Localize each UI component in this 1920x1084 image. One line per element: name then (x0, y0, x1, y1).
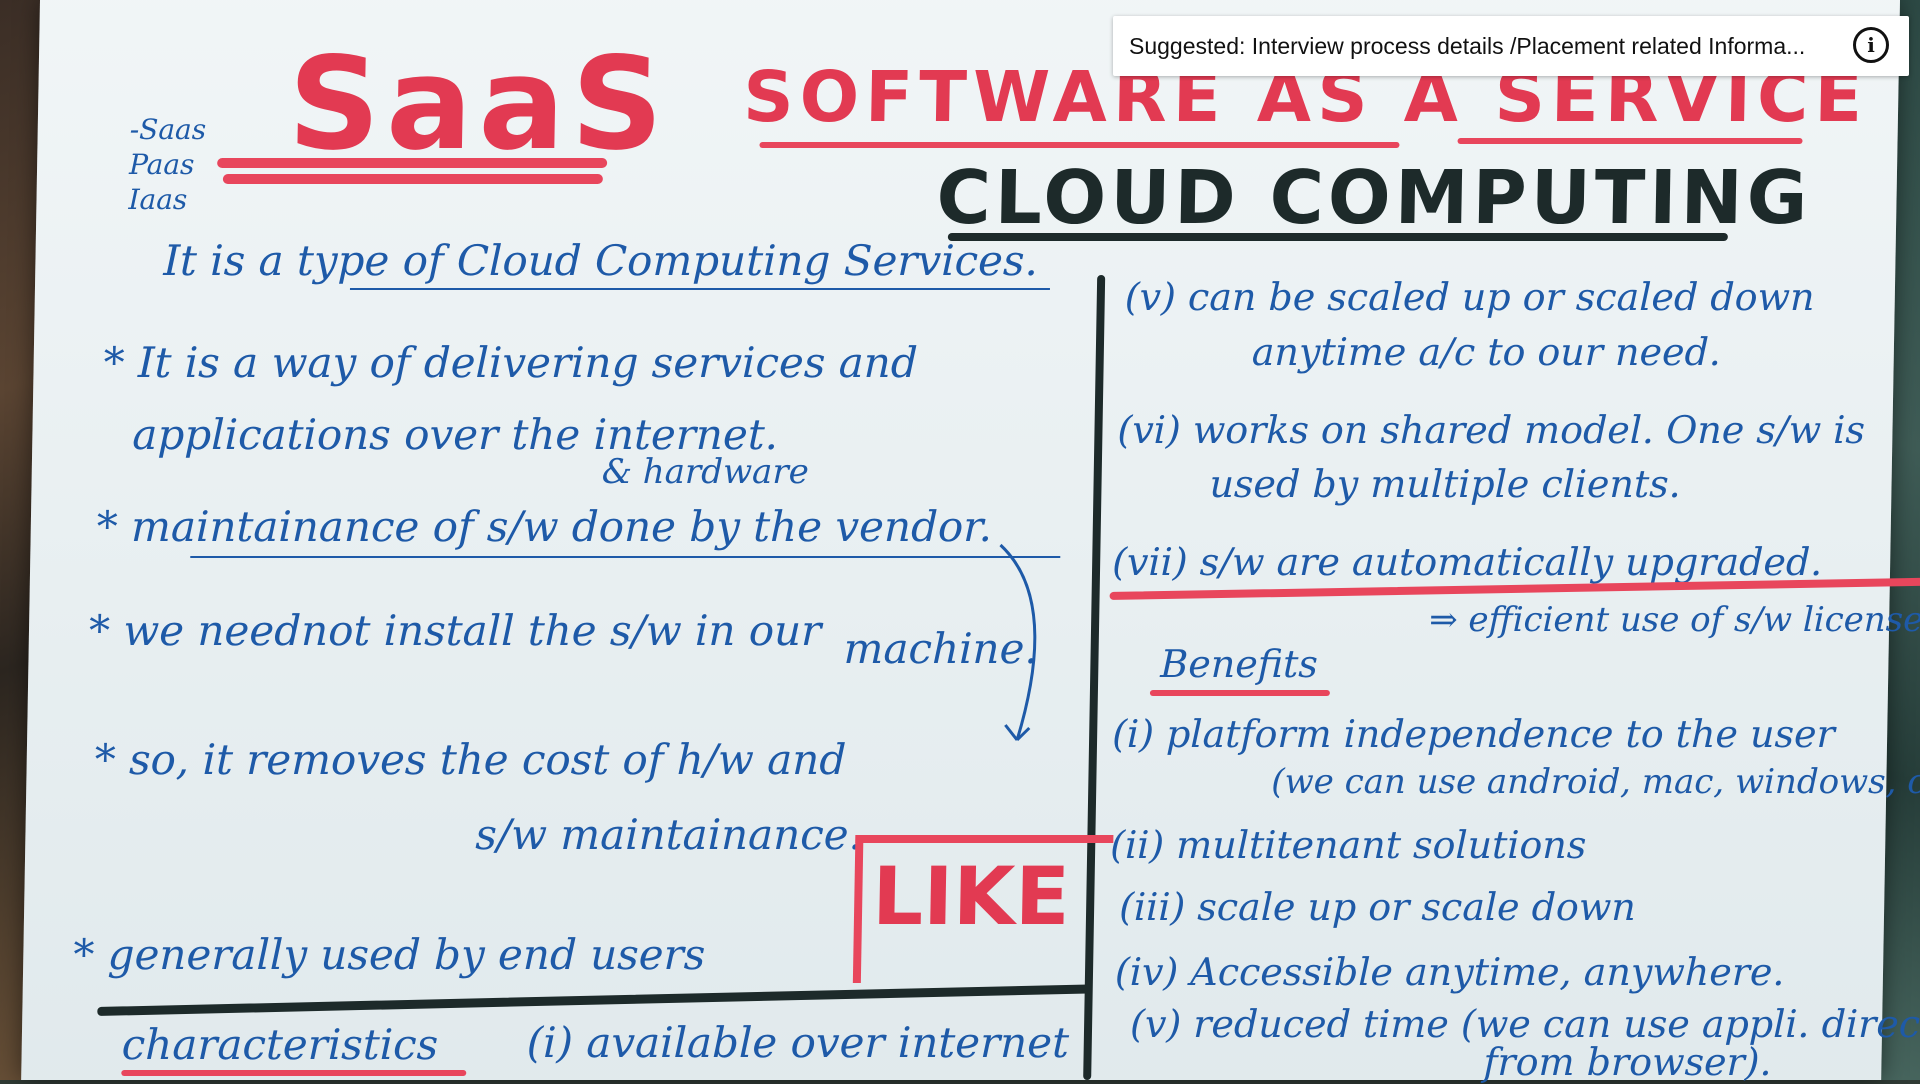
char-v-line1: (v) can be scaled up or scaled down (1124, 275, 1815, 319)
suggestion-banner[interactable]: Suggested: Interview process details /Pl… (1113, 16, 1909, 76)
hardware-insert: & hardware (601, 452, 810, 492)
char-v-line2: anytime a/c to our need. (1251, 330, 1722, 374)
video-frame[interactable]: SaaS SOFTWARE AS A SERVICE CLOUD COMPUTI… (21, 0, 1920, 1084)
benefits-heading: Benefits (1160, 642, 1319, 686)
saas-underline-1 (217, 158, 608, 168)
like-sticker: LIKE (871, 850, 1071, 943)
title-cloud-computing: CLOUD COMPUTING (935, 155, 1813, 241)
benefit-reduced-time-line2: from browser). (1483, 1040, 1773, 1084)
suggestion-text[interactable]: Suggested: Interview process details /Pl… (1129, 32, 1806, 59)
char-vii: (vii) s/w are automatically upgraded. (1111, 540, 1823, 584)
point-cost-line1: * so, it removes the cost of h/w and (94, 735, 847, 784)
software-underline (759, 142, 1400, 148)
saas-underline-2 (222, 174, 603, 184)
title-saas: SaaS (286, 30, 671, 179)
efficient-license-note: ⇒ efficient use of s/w licenses (1428, 600, 1920, 640)
service-models-list: -Saas Paas Iaas (128, 113, 207, 216)
benefit-scale: (iii) scale up or scale down (1118, 885, 1637, 929)
characteristics-heading: characteristics (121, 1020, 439, 1069)
cloud-underline (947, 233, 1728, 241)
intro-text: It is a type of Cloud Computing Services… (163, 236, 1039, 285)
benefit-platform-line1: (i) platform independence to the user (1111, 712, 1836, 756)
point-delivery-line1: * It is a way of delivering services and (103, 338, 919, 387)
point-maintenance: * maintainance of s/w done by the vendor… (96, 502, 993, 551)
point-cost-line2: s/w maintainance. (475, 810, 863, 859)
benefit-multitenant: (ii) multitenant solutions (1109, 823, 1587, 867)
benefits-underline (1149, 690, 1330, 696)
point-end-users: * generally used by end users (72, 930, 706, 979)
intro-underline (349, 288, 1050, 290)
benefit-platform-line2: (we can use android, mac, windows, ch (1271, 762, 1920, 802)
curved-arrow-icon (999, 543, 1037, 742)
info-icon[interactable]: i (1853, 27, 1889, 63)
service-underline (1457, 138, 1803, 144)
benefit-accessible: (iv) Accessible anytime, anywhere. (1114, 950, 1785, 994)
maintenance-underline (190, 556, 1061, 558)
characteristic-item: (i) available over internet (526, 1018, 1070, 1067)
char-vi-line1: (vi) works on shared model. One s/w is (1117, 408, 1866, 452)
characteristics-underline (121, 1070, 467, 1076)
left-divider (97, 984, 1093, 1016)
point-install-line1: * we neednot install the s/w in our (88, 606, 822, 655)
char-vi-line2: used by multiple clients. (1209, 462, 1682, 506)
